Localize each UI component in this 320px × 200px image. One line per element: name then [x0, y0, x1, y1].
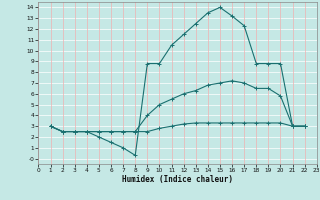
X-axis label: Humidex (Indice chaleur): Humidex (Indice chaleur)	[122, 175, 233, 184]
